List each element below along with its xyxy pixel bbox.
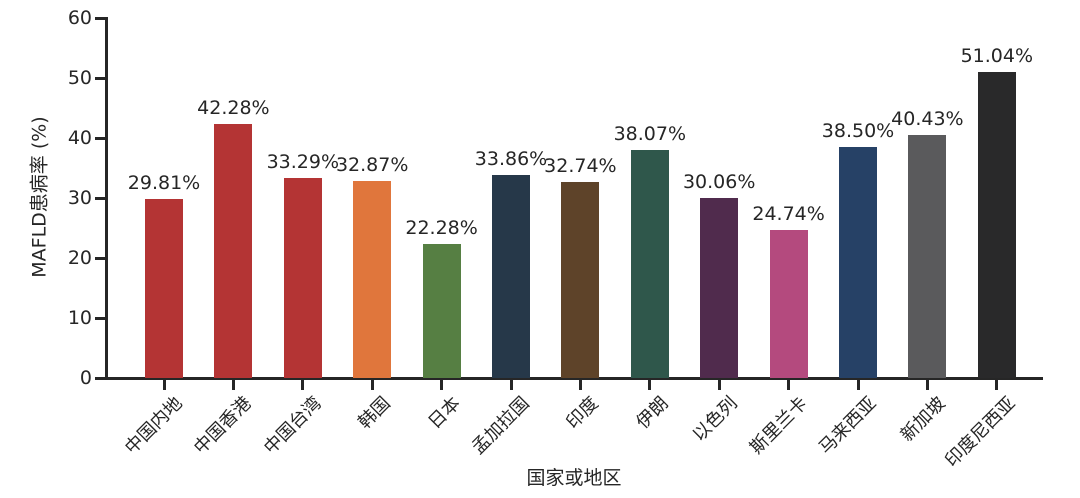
- y-tick-mark: [95, 376, 105, 380]
- x-tick-mark: [440, 380, 444, 390]
- x-category-label: 新加坡: [897, 392, 951, 446]
- bar: [700, 197, 739, 378]
- bar-value-label: 22.28%: [405, 217, 478, 240]
- y-tick-mark: [95, 256, 105, 260]
- x-tick-mark: [370, 380, 374, 390]
- y-tick-mark: [95, 136, 105, 140]
- bar-value-label: 32.87%: [335, 153, 409, 176]
- bar: [908, 135, 947, 378]
- bar-value-label: 38.07%: [613, 122, 687, 145]
- x-tick-mark: [509, 380, 513, 390]
- x-category-label: 日本: [423, 392, 465, 434]
- bar-value-label: 33.29%: [266, 151, 340, 174]
- x-category-label: 孟加拉国: [467, 392, 534, 459]
- x-tick-mark: [231, 380, 235, 390]
- bar-value-label: 32.74%: [544, 154, 617, 177]
- x-category-label: 中国香港: [190, 392, 257, 459]
- bar: [630, 149, 669, 378]
- y-tick-label: 0: [79, 366, 92, 389]
- bar-value-label: 51.04%: [960, 44, 1034, 67]
- x-tick-mark: [925, 380, 929, 390]
- x-tick-mark: [717, 380, 721, 390]
- bar: [977, 71, 1016, 378]
- bar-value-label: 29.81%: [127, 172, 201, 195]
- x-category-label: 斯里兰卡: [745, 392, 812, 459]
- bar-value-label: 33.86%: [474, 147, 548, 170]
- bar: [492, 174, 530, 378]
- x-category-label: 中国内地: [120, 392, 187, 459]
- x-category-label: 伊朗: [632, 392, 673, 434]
- bar: [145, 199, 183, 378]
- bar-value-label: 38.50%: [821, 120, 895, 142]
- y-tick-mark: [95, 196, 105, 200]
- bar: [561, 181, 600, 378]
- x-category-label: 中国台湾: [259, 392, 326, 459]
- bar-value-label: 40.43%: [891, 108, 964, 131]
- x-axis-line: [105, 377, 1043, 380]
- y-tick-label: 40: [67, 126, 92, 149]
- x-category-label: 印度尼西亚: [940, 392, 1020, 472]
- y-tick-mark: [95, 16, 105, 20]
- x-tick-mark: [301, 380, 305, 390]
- y-tick-label: 10: [67, 306, 92, 329]
- bar-value-label: 30.06%: [682, 170, 756, 193]
- x-tick-mark: [578, 380, 582, 390]
- x-tick-mark: [787, 380, 791, 390]
- y-tick-label: 50: [67, 66, 92, 89]
- bar: [214, 124, 253, 378]
- x-tick-mark: [995, 380, 999, 390]
- x-tick-mark: [648, 380, 652, 390]
- bar-value-label: 24.74%: [752, 202, 825, 225]
- x-category-label: 以色列: [688, 392, 742, 446]
- bar: [422, 244, 461, 378]
- x-tick-mark: [856, 380, 860, 390]
- bar: [353, 180, 392, 378]
- bar: [769, 229, 808, 378]
- y-tick-label: 20: [67, 246, 92, 269]
- y-tick-label: 30: [67, 186, 92, 209]
- y-tick-label: 60: [67, 6, 92, 29]
- bar: [839, 147, 877, 378]
- bar-value-label: 42.28%: [197, 97, 270, 120]
- x-category-label: 马来西亚: [814, 392, 881, 459]
- y-axis-line: [105, 17, 108, 378]
- bar: [283, 178, 322, 378]
- y-tick-mark: [95, 76, 105, 80]
- x-category-label: 韩国: [354, 392, 395, 434]
- x-axis-title: 国家或地区: [526, 467, 622, 489]
- y-tick-mark: [95, 316, 105, 320]
- x-tick-mark: [162, 380, 166, 390]
- x-category-label: 印度: [562, 392, 604, 434]
